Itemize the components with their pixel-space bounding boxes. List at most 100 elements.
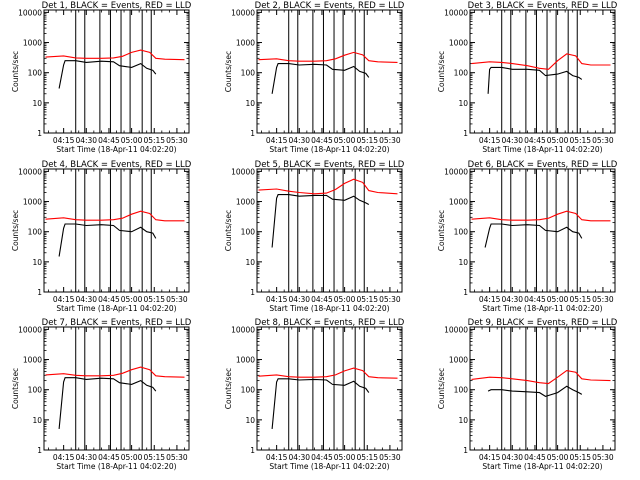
y-tick-label: 1 — [37, 129, 42, 138]
y-tick-label: 10 — [458, 416, 468, 425]
x-tick-label: 04:30 — [501, 453, 523, 462]
x-tick-label: 04:15 — [266, 295, 288, 304]
plot-title: Det 3, BLACK = Events, RED = LLD — [468, 1, 618, 11]
y-axis-label: Counts/sec — [224, 368, 233, 409]
x-tick-label: 04:45 — [311, 453, 333, 462]
y-tick-label: 10000 — [444, 167, 468, 176]
y-axis-label: Counts/sec — [437, 368, 446, 409]
x-tick-label: 05:15 — [143, 295, 165, 304]
events-series-line — [271, 378, 370, 429]
x-tick-label: 04:15 — [479, 295, 501, 304]
y-tick-label: 1 — [463, 129, 468, 138]
x-axis-label: Start Time (18-Apr-11 04:02:20) — [482, 462, 602, 471]
y-tick-label: 10 — [245, 258, 255, 267]
y-tick-label: 1 — [37, 288, 42, 297]
y-tick-label: 10 — [32, 258, 42, 267]
y-tick-label: 1 — [37, 446, 42, 455]
x-tick-label: 05:30 — [592, 295, 614, 304]
x-tick-label: 05:30 — [166, 295, 188, 304]
x-axis-label: Start Time (18-Apr-11 04:02:20) — [269, 304, 389, 313]
plot-title: Det 8, BLACK = Events, RED = LLD — [255, 318, 405, 328]
x-tick-label: 04:45 — [524, 136, 546, 145]
plot-title: Det 9, BLACK = Events, RED = LLD — [468, 318, 618, 328]
x-tick-label: 04:45 — [524, 453, 546, 462]
x-tick-label: 05:30 — [379, 295, 401, 304]
x-axis-label: Start Time (18-Apr-11 04:02:20) — [269, 462, 389, 471]
lld-series-line — [45, 366, 185, 378]
x-axis-label: Start Time (18-Apr-11 04:02:20) — [56, 462, 176, 471]
plot-title: Det 5, BLACK = Events, RED = LLD — [255, 160, 405, 170]
panel-det-1: Det 1, BLACK = Events, RED = LLD 1 10 100 10… — [11, 1, 192, 154]
panel-det-7: Det 7, BLACK = Events, RED = LLD 1 10 100 10… — [11, 318, 192, 471]
y-tick-label: 1000 — [23, 356, 42, 365]
y-tick-label: 10000 — [18, 8, 42, 17]
x-tick-label: 05:00 — [121, 136, 143, 145]
x-tick-label: 05:30 — [166, 136, 188, 145]
y-tick-label: 100 — [454, 386, 469, 395]
x-tick-label: 04:45 — [311, 136, 333, 145]
x-tick-label: 04:30 — [75, 136, 97, 145]
x-tick-label: 05:00 — [121, 453, 143, 462]
y-tick-label: 1 — [250, 446, 255, 455]
y-axis-label: Counts/sec — [224, 210, 233, 251]
y-tick-label: 100 — [454, 228, 469, 237]
x-tick-label: 05:15 — [569, 136, 591, 145]
y-axis-label: Counts/sec — [224, 51, 233, 92]
x-tick-label: 04:15 — [479, 453, 501, 462]
y-tick-label: 10000 — [18, 167, 42, 176]
y-tick-label: 1000 — [449, 198, 468, 207]
plot-title: Det 4, BLACK = Events, RED = LLD — [42, 160, 192, 170]
x-tick-label: 04:45 — [311, 295, 333, 304]
y-tick-label: 100 — [28, 228, 43, 237]
x-tick-label: 05:15 — [569, 453, 591, 462]
y-tick-label: 10 — [458, 99, 468, 108]
x-tick-label: 04:15 — [53, 453, 75, 462]
lld-series-line — [471, 210, 611, 222]
events-series-line — [271, 63, 370, 94]
x-tick-label: 05:00 — [334, 453, 356, 462]
lld-series-line — [258, 178, 398, 195]
x-tick-label: 04:30 — [288, 136, 310, 145]
y-tick-label: 100 — [28, 386, 43, 395]
x-tick-label: 04:45 — [98, 453, 120, 462]
y-tick-label: 1000 — [449, 356, 468, 365]
x-axis-label: Start Time (18-Apr-11 04:02:20) — [482, 145, 602, 154]
y-axis-label: Counts/sec — [11, 210, 20, 251]
y-tick-label: 1000 — [236, 39, 255, 48]
events-series-line — [58, 223, 157, 257]
y-tick-label: 10 — [245, 416, 255, 425]
x-tick-label: 04:45 — [98, 136, 120, 145]
x-tick-label: 05:15 — [356, 453, 378, 462]
x-axis-label: Start Time (18-Apr-11 04:02:20) — [56, 304, 176, 313]
lld-series-line — [45, 49, 185, 61]
y-tick-label: 1000 — [236, 356, 255, 365]
y-tick-label: 10000 — [18, 325, 42, 334]
lld-series-line — [471, 370, 611, 385]
x-tick-label: 04:30 — [501, 295, 523, 304]
panel-det-9: Det 9, BLACK = Events, RED = LLD 1 10 100 10… — [437, 318, 618, 471]
x-tick-label: 05:30 — [592, 136, 614, 145]
lld-series-line — [258, 51, 398, 63]
y-tick-label: 1000 — [449, 39, 468, 48]
x-tick-label: 04:45 — [524, 295, 546, 304]
y-tick-label: 100 — [28, 69, 43, 78]
events-series-line — [487, 385, 583, 398]
events-series-line — [487, 66, 583, 94]
x-tick-label: 04:45 — [98, 295, 120, 304]
panel-det-5: Det 5, BLACK = Events, RED = LLD 1 10 100 10… — [224, 160, 405, 313]
lld-series-line — [258, 367, 398, 379]
x-axis-label: Start Time (18-Apr-11 04:02:20) — [482, 304, 602, 313]
y-tick-label: 10 — [245, 99, 255, 108]
panel-det-6: Det 6, BLACK = Events, RED = LLD 1 10 100 10… — [437, 160, 618, 313]
x-tick-label: 05:15 — [143, 453, 165, 462]
x-tick-label: 04:15 — [53, 295, 75, 304]
y-tick-label: 10000 — [444, 8, 468, 17]
y-tick-label: 1 — [250, 129, 255, 138]
y-tick-label: 1000 — [236, 198, 255, 207]
panel-det-4: Det 4, BLACK = Events, RED = LLD 1 10 100 10… — [11, 160, 192, 313]
y-tick-label: 1 — [250, 288, 255, 297]
x-tick-label: 05:30 — [166, 453, 188, 462]
y-tick-label: 10 — [32, 416, 42, 425]
panel-det-2: Det 2, BLACK = Events, RED = LLD 1 10 100 10… — [224, 1, 405, 154]
